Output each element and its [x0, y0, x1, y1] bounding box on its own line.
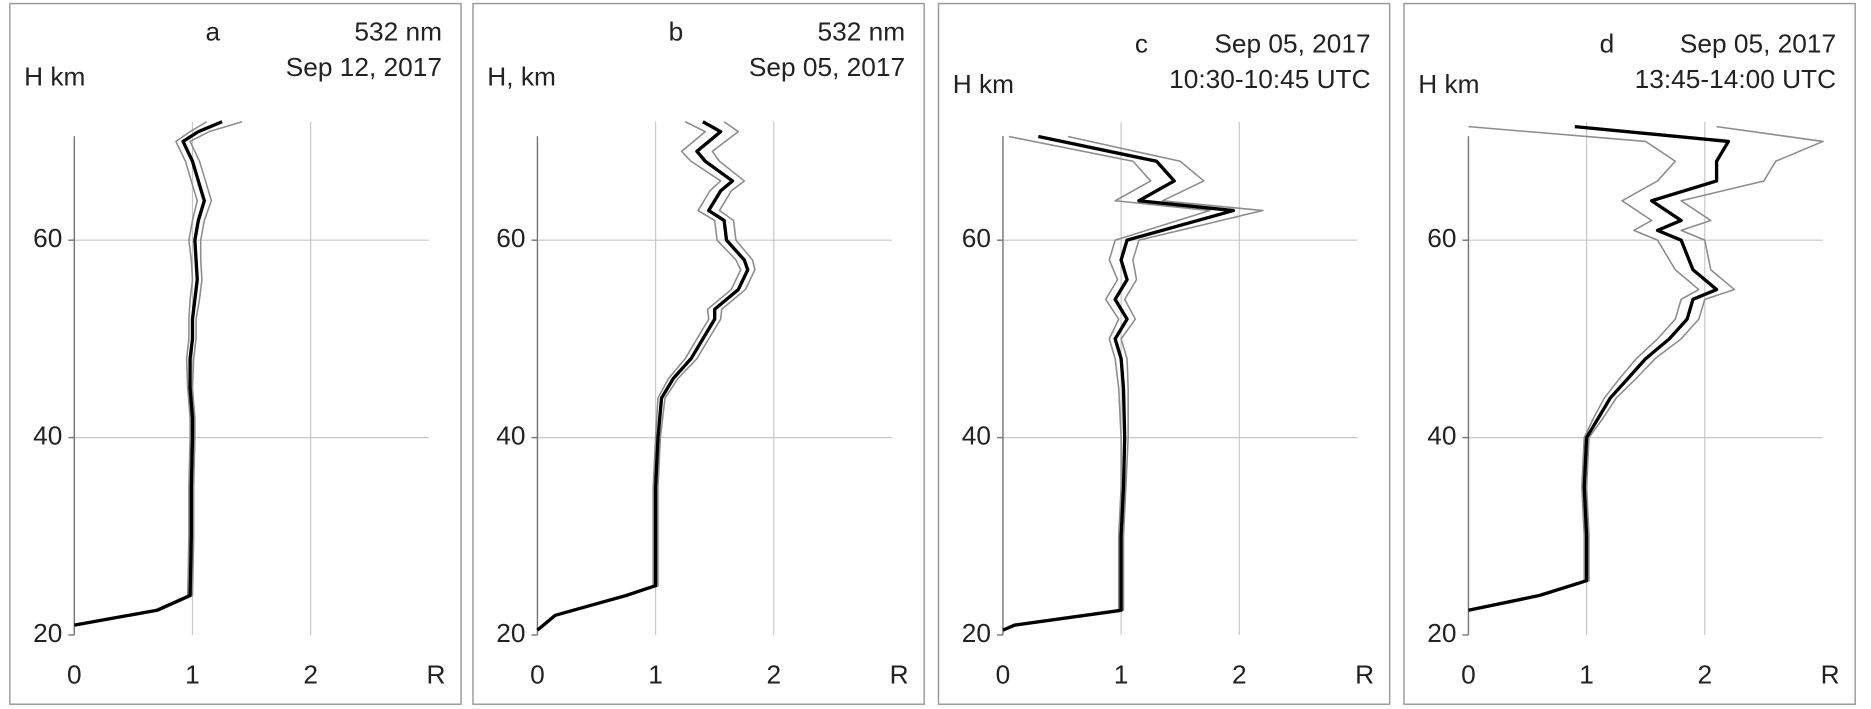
profile-line — [1002, 134, 1235, 632]
x-tick-label: 2 — [1697, 660, 1712, 690]
y-axis-label: H km — [24, 62, 85, 92]
y-tick-label: 20 — [33, 618, 62, 648]
panel-header: 532 nm — [818, 16, 906, 46]
profile-line — [536, 120, 750, 632]
panel-letter: a — [205, 16, 220, 46]
y-axis-label: H km — [953, 69, 1014, 99]
x-axis-label: R — [426, 660, 445, 690]
x-tick-label: 1 — [648, 660, 663, 690]
y-tick-label: 40 — [496, 421, 525, 451]
y-axis-label: H km — [1418, 69, 1479, 99]
y-tick-label: 20 — [1427, 618, 1456, 648]
x-axis-label: R — [1821, 660, 1840, 690]
y-tick-label: 60 — [1427, 223, 1456, 253]
y-tick-label: 20 — [962, 618, 991, 648]
y-tick-label: 40 — [962, 421, 991, 451]
x-tick-label: 2 — [1232, 660, 1247, 690]
x-axis-label: R — [890, 660, 909, 690]
panel-header: 532 nm — [354, 16, 442, 46]
panel-frame — [9, 2, 462, 705]
x-tick-label: 0 — [996, 660, 1011, 690]
profile-line — [1002, 135, 1264, 631]
profile-line — [1468, 125, 1824, 612]
y-axis-label: H, km — [487, 62, 556, 92]
profile-line — [536, 121, 756, 631]
x-tick-label: 0 — [67, 660, 82, 690]
panel-frame — [1403, 2, 1856, 705]
y-tick-label: 60 — [33, 223, 62, 253]
profile-line — [1002, 135, 1211, 631]
panel-header: Sep 05, 2017 — [749, 52, 905, 82]
profile-line — [74, 121, 208, 626]
x-axis-label: R — [1355, 660, 1374, 690]
y-tick-label: 40 — [1427, 421, 1456, 451]
x-tick-label: 0 — [1461, 660, 1476, 690]
profile-line — [1468, 125, 1700, 612]
y-tick-label: 60 — [962, 223, 991, 253]
panel-header: 13:45-14:00 UTC — [1635, 64, 1836, 94]
x-tick-label: 2 — [766, 660, 781, 690]
panel-frame — [937, 2, 1391, 705]
profile-line — [536, 121, 742, 631]
profile-line — [1468, 124, 1731, 612]
x-tick-label: 2 — [303, 660, 318, 690]
panel-header: 10:30-10:45 UTC — [1169, 64, 1370, 94]
y-tick-label: 60 — [496, 223, 525, 253]
y-tick-label: 20 — [496, 618, 525, 648]
panel-frame — [472, 2, 925, 705]
profile-line — [74, 121, 243, 626]
profile-line — [74, 120, 223, 627]
x-tick-label: 1 — [1114, 660, 1129, 690]
x-tick-label: 1 — [1579, 660, 1594, 690]
panel-header: Sep 12, 2017 — [286, 52, 442, 82]
panel-letter: b — [669, 16, 684, 46]
y-tick-label: 40 — [33, 421, 62, 451]
panel-header: Sep 05, 2017 — [1680, 28, 1836, 58]
x-tick-label: 0 — [530, 660, 545, 690]
x-tick-label: 1 — [185, 660, 200, 690]
panel-header: Sep 05, 2017 — [1214, 28, 1370, 58]
panel-letter: d — [1600, 28, 1615, 58]
panel-letter: c — [1135, 28, 1148, 58]
